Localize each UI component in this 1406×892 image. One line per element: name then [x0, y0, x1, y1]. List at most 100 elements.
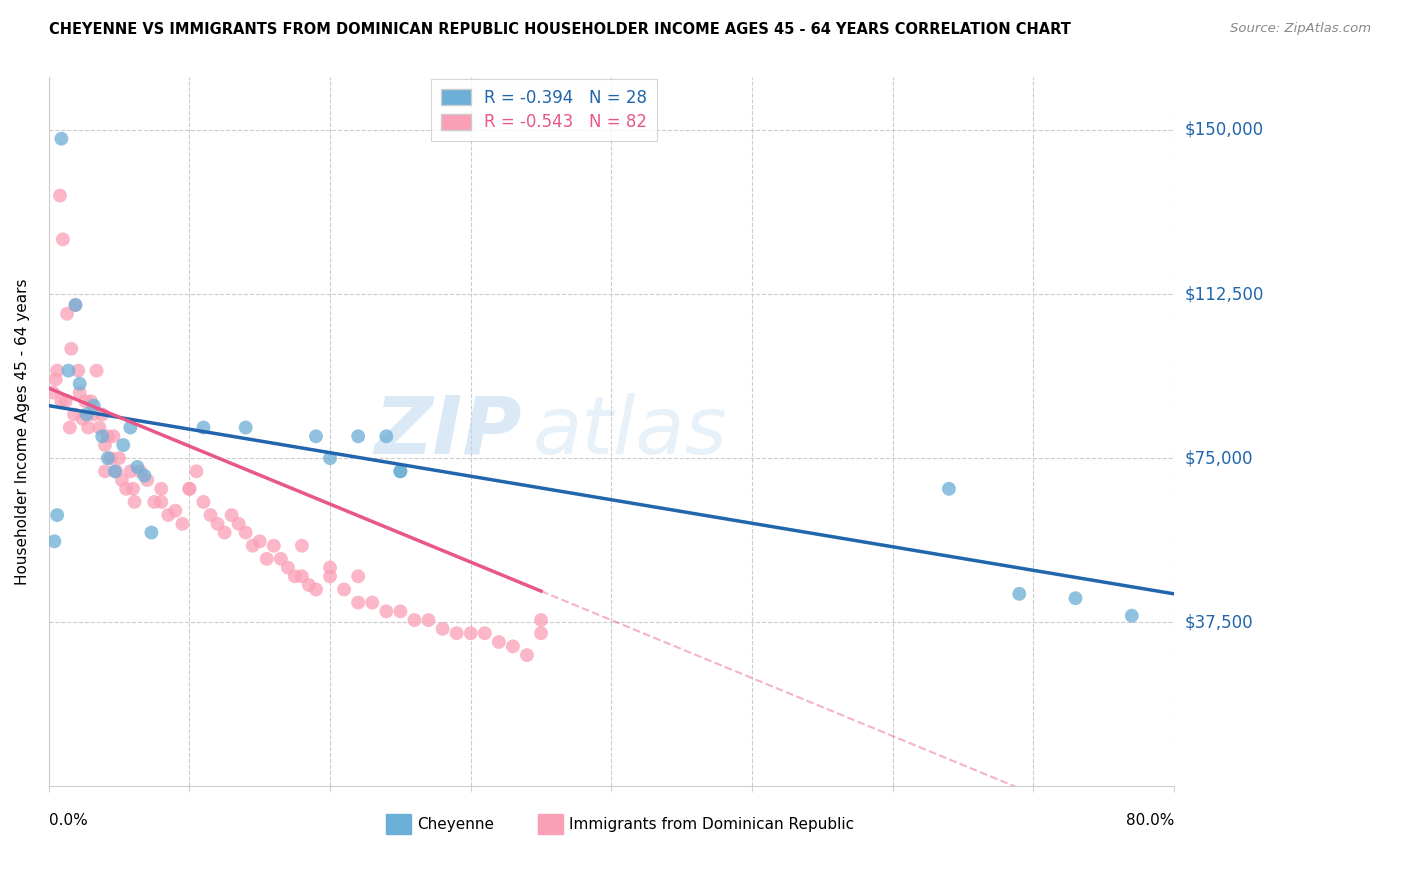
- Point: [150, 482, 173, 496]
- Point: [143, 495, 166, 509]
- Point: [52, 232, 75, 246]
- Point: [446, 626, 468, 640]
- Point: [347, 569, 370, 583]
- Point: [65, 298, 87, 312]
- Point: [319, 560, 342, 574]
- Text: CHEYENNE VS IMMIGRANTS FROM DOMINICAN REPUBLIC HOUSEHOLDER INCOME AGES 45 - 64 Y: CHEYENNE VS IMMIGRANTS FROM DOMINICAN RE…: [49, 22, 1071, 37]
- Point: [77, 420, 100, 434]
- FancyBboxPatch shape: [538, 814, 562, 834]
- Point: [389, 604, 412, 618]
- Text: $150,000: $150,000: [1185, 121, 1264, 139]
- Point: [179, 482, 201, 496]
- Point: [938, 482, 960, 496]
- Point: [298, 578, 321, 592]
- Point: [58, 364, 80, 378]
- Point: [111, 473, 134, 487]
- Point: [228, 516, 250, 531]
- Point: [59, 420, 82, 434]
- Point: [100, 451, 122, 466]
- Point: [150, 495, 173, 509]
- Point: [104, 464, 127, 478]
- Point: [404, 613, 426, 627]
- Point: [305, 582, 328, 597]
- Point: [333, 582, 356, 597]
- Point: [375, 604, 398, 618]
- Point: [91, 429, 114, 443]
- Point: [389, 464, 412, 478]
- Point: [1121, 608, 1143, 623]
- Point: [120, 464, 142, 478]
- Point: [112, 438, 135, 452]
- Point: [134, 468, 156, 483]
- Text: 0.0%: 0.0%: [49, 814, 87, 829]
- Point: [67, 364, 90, 378]
- Point: [460, 626, 482, 640]
- Point: [193, 495, 215, 509]
- Point: [55, 394, 77, 409]
- Point: [46, 364, 69, 378]
- Point: [179, 482, 201, 496]
- Point: [516, 648, 538, 662]
- Point: [270, 551, 292, 566]
- Point: [291, 569, 314, 583]
- Point: [207, 516, 229, 531]
- Point: [49, 188, 72, 202]
- Point: [361, 596, 384, 610]
- Point: [319, 451, 342, 466]
- Point: [46, 508, 69, 522]
- Point: [488, 635, 510, 649]
- Point: [45, 372, 67, 386]
- Point: [1064, 591, 1087, 606]
- Point: [186, 464, 208, 478]
- Point: [319, 569, 342, 583]
- Point: [42, 385, 65, 400]
- Point: [127, 459, 149, 474]
- Point: [65, 298, 87, 312]
- Point: [502, 640, 524, 654]
- Point: [1008, 587, 1031, 601]
- Point: [389, 464, 412, 478]
- Point: [91, 408, 114, 422]
- Point: [141, 525, 163, 540]
- Point: [115, 482, 138, 496]
- Text: Source: ZipAtlas.com: Source: ZipAtlas.com: [1230, 22, 1371, 36]
- Text: ZIP: ZIP: [374, 392, 522, 471]
- Point: [83, 408, 105, 422]
- Point: [124, 495, 146, 509]
- Text: 80.0%: 80.0%: [1126, 814, 1174, 829]
- Point: [165, 504, 187, 518]
- Point: [51, 394, 73, 409]
- Point: [242, 539, 264, 553]
- Point: [103, 429, 125, 443]
- Point: [75, 394, 97, 409]
- Point: [51, 132, 73, 146]
- Point: [432, 622, 454, 636]
- Point: [172, 516, 194, 531]
- Point: [305, 429, 328, 443]
- Point: [200, 508, 222, 522]
- FancyBboxPatch shape: [387, 814, 411, 834]
- Point: [56, 307, 79, 321]
- Text: $37,500: $37,500: [1185, 614, 1254, 632]
- Point: [157, 508, 180, 522]
- Point: [105, 464, 128, 478]
- Legend: R = -0.394   N = 28, R = -0.543   N = 82: R = -0.394 N = 28, R = -0.543 N = 82: [430, 78, 657, 141]
- Point: [97, 429, 120, 443]
- Point: [235, 420, 257, 434]
- Point: [284, 569, 307, 583]
- Point: [347, 429, 370, 443]
- Point: [69, 385, 91, 400]
- Point: [347, 596, 370, 610]
- Text: atlas: atlas: [533, 392, 727, 471]
- Point: [193, 420, 215, 434]
- Point: [94, 464, 117, 478]
- Point: [375, 429, 398, 443]
- Point: [530, 613, 553, 627]
- Point: [83, 399, 105, 413]
- Text: Immigrants from Dominican Republic: Immigrants from Dominican Republic: [568, 817, 853, 832]
- Point: [256, 551, 278, 566]
- Point: [44, 534, 66, 549]
- Point: [108, 451, 131, 466]
- Point: [86, 364, 108, 378]
- Point: [291, 539, 314, 553]
